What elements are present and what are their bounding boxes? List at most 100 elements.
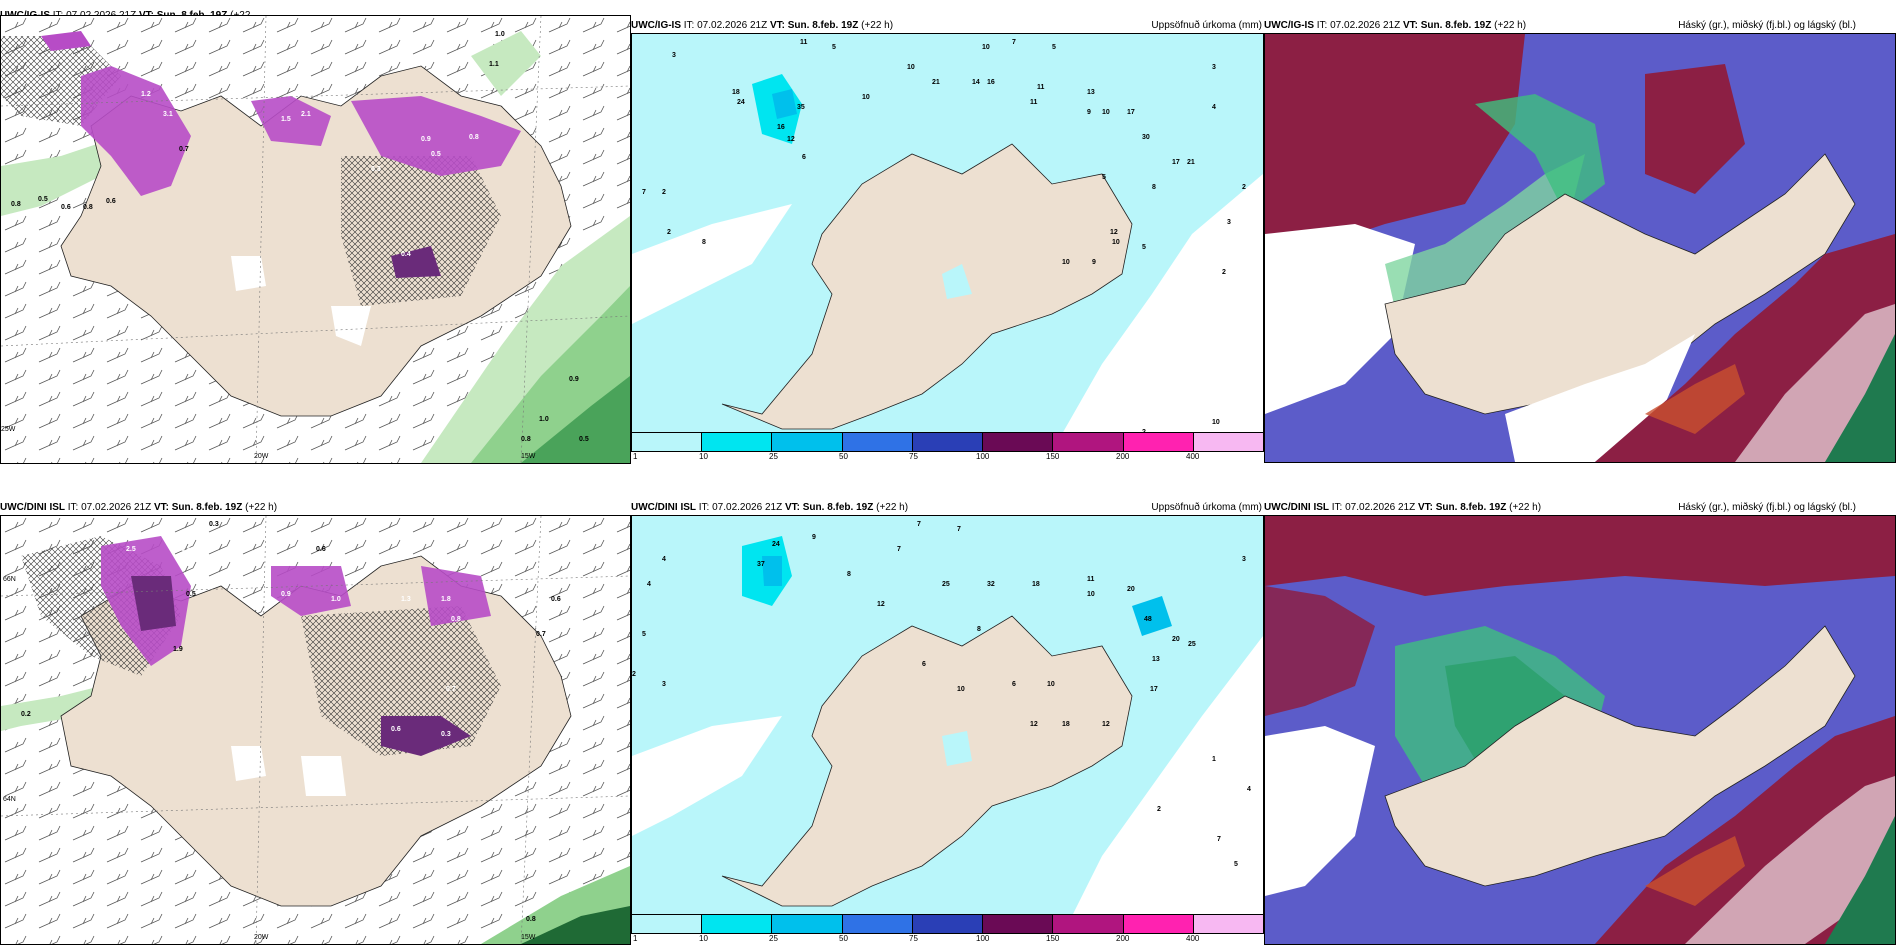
value-label: 18 [1062, 721, 1070, 728]
value-label: 0.6 [316, 546, 326, 553]
value-label: 13 [1152, 656, 1160, 663]
value-label: 5 [1102, 174, 1106, 181]
value-label: 25 [942, 581, 950, 588]
value-label: 8 [977, 626, 981, 633]
value-label: 11 [1087, 576, 1095, 583]
value-label: 6 [1012, 681, 1016, 688]
map-frame [1264, 33, 1896, 463]
field-name: Uppsöfnuð úrkoma (mm) [1151, 502, 1262, 513]
colorbar-tick: 200 [1116, 452, 1130, 461]
value-label: 5 [832, 44, 836, 51]
colorbar-segment [983, 433, 1054, 451]
value-label: 1.9 [173, 646, 183, 653]
value-label: 7 [897, 546, 901, 553]
value-label: 0.4 [159, 524, 169, 531]
colorbar-segment [1053, 433, 1124, 451]
value-label: 4 [1247, 786, 1251, 793]
value-label: 10 [1112, 239, 1120, 246]
value-label: 0.8 [526, 916, 536, 923]
colorbar-segment [702, 915, 773, 933]
value-label: 21 [1187, 159, 1195, 166]
map-frame [1264, 515, 1896, 945]
colorbar-tick: 75 [909, 934, 918, 943]
colorbar-tick: 150 [1046, 452, 1060, 461]
colorbar-tick: 10 [699, 934, 708, 943]
panel-title: UWC/IG-IS IT: 07.02.2026 21Z VT: Sun. 8.… [631, 20, 894, 31]
value-label: 8 [847, 571, 851, 578]
value-label: 3 [672, 52, 676, 59]
colorbar-tick: 25 [769, 934, 778, 943]
value-label: 11 [800, 39, 808, 46]
value-label: 0.6 [106, 198, 116, 205]
value-label: 0.3 [371, 166, 381, 173]
value-label: 0.3 [441, 731, 451, 738]
value-label: 10 [1212, 419, 1220, 426]
lon-label: 15W [521, 453, 536, 460]
value-label: 8 [702, 239, 706, 246]
value-label: 5 [642, 631, 646, 638]
value-label: 0.5 [186, 591, 196, 598]
value-label: 20 [1127, 586, 1135, 593]
value-label: 3 [662, 681, 666, 688]
value-label: 1.0 [495, 31, 505, 38]
panel-top-left: UWC/IG-IS IT: 07.02.2026 21Z VT: Sun. 8.… [0, 0, 631, 470]
value-label: 12 [877, 601, 885, 608]
value-label: 0.6 [551, 596, 561, 603]
value-label: 0.9 [569, 376, 579, 383]
colorbar-tick: 100 [976, 452, 990, 461]
value-label: 10 [1062, 259, 1070, 266]
value-label: 9 [812, 534, 816, 541]
value-label: 0.8 [11, 201, 21, 208]
colorbar-tick: 1 [633, 934, 638, 943]
value-label: 2 [1222, 269, 1226, 276]
panel-bottom-left: UWC/DINI ISL IT: 07.02.2026 21Z VT: Sun.… [0, 490, 631, 950]
value-label: 2 [1142, 429, 1146, 435]
value-label: 2 [662, 189, 666, 196]
value-label: 2.1 [301, 111, 311, 118]
colorbar-tick: 200 [1116, 934, 1130, 943]
value-label: 24 [737, 99, 745, 106]
value-label: 20 [1172, 636, 1180, 643]
value-label: 10 [907, 64, 915, 71]
value-label: 4 [1212, 104, 1216, 111]
value-label: 14 [972, 79, 980, 86]
value-label: 17 [1127, 109, 1135, 116]
lon-label: 20W [254, 934, 269, 941]
value-label: 1.1 [489, 61, 499, 68]
colorbar-ticks: 1 10 25 50 75 100 150 200 400 [631, 934, 1262, 944]
value-label: 10 [1102, 109, 1110, 116]
value-label: 16 [777, 124, 785, 131]
colorbar-tick: 10 [699, 452, 708, 461]
value-label: 0.5 [431, 151, 441, 158]
value-label: 3 [1227, 219, 1231, 226]
value-label: 5 [1052, 44, 1056, 51]
value-label: 7 [642, 189, 646, 196]
colorbar-tick: 75 [909, 452, 918, 461]
panel-bottom-right: UWC/DINI ISL IT: 07.02.2026 21Z VT: Sun.… [1264, 490, 1900, 950]
value-label: 2 [667, 229, 671, 236]
lat-label: 66N [3, 576, 16, 583]
value-label: 16 [987, 79, 995, 86]
value-label: 0.8 [469, 134, 479, 141]
value-label: 37 [757, 561, 765, 568]
value-label: 1.3 [401, 596, 411, 603]
map-frame: 3 11 5 10 7 5 3 24 18 35 16 12 10 6 10 1… [631, 33, 1264, 435]
value-label: 35 [797, 104, 805, 111]
value-label: 12 [1030, 721, 1038, 728]
value-label: 4 [647, 581, 651, 588]
map-canvas [632, 34, 1263, 434]
value-label: 7 [957, 526, 961, 533]
colorbar-tick: 100 [976, 934, 990, 943]
panel-title: UWC/DINI ISL IT: 07.02.2026 21Z VT: Sun.… [631, 502, 909, 513]
value-label: 13 [1087, 89, 1095, 96]
colorbar-segment [912, 915, 984, 933]
value-label: 7 [917, 521, 921, 528]
value-label: 5 [1142, 244, 1146, 251]
colorbar-ticks: 1 10 25 50 75 100 150 200 400 [631, 452, 1262, 462]
colorbar-segment [702, 433, 773, 451]
value-label: 25 [1188, 641, 1196, 648]
lat-label: 64N [3, 796, 16, 803]
value-label: 3 [1212, 64, 1216, 71]
colorbar-segment [772, 433, 843, 451]
map-frame: 1.1 2.1 3.1 0.9 0.7 0.6 0.5 0.8 0.8 0.6 … [0, 15, 631, 464]
